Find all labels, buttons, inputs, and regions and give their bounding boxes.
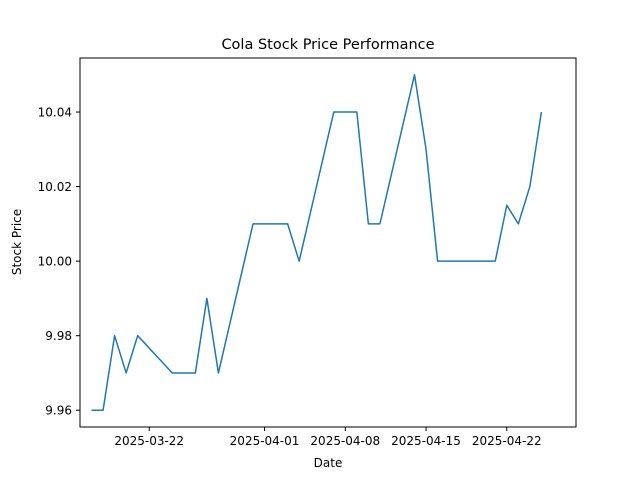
chart-title: Cola Stock Price Performance — [221, 37, 434, 53]
x-tick-label: 2025-04-15 — [391, 434, 461, 448]
y-tick-label: 10.04 — [38, 106, 72, 120]
x-tick-label: 2025-04-08 — [310, 434, 380, 448]
y-tick-label: 10.00 — [38, 255, 72, 269]
x-axis-label: Date — [314, 456, 343, 470]
series-line — [91, 74, 543, 411]
y-tick-label: 9.98 — [45, 329, 72, 343]
x-tick-label: 2025-04-22 — [472, 434, 542, 448]
plot-frame — [79, 57, 577, 428]
y-axis-label: Stock Price — [10, 209, 24, 275]
y-tick-label: 10.02 — [38, 180, 72, 194]
x-tick-label: 2025-04-01 — [230, 434, 300, 448]
x-tick-label: 2025-03-22 — [114, 434, 184, 448]
y-tick-label: 9.96 — [45, 404, 72, 418]
